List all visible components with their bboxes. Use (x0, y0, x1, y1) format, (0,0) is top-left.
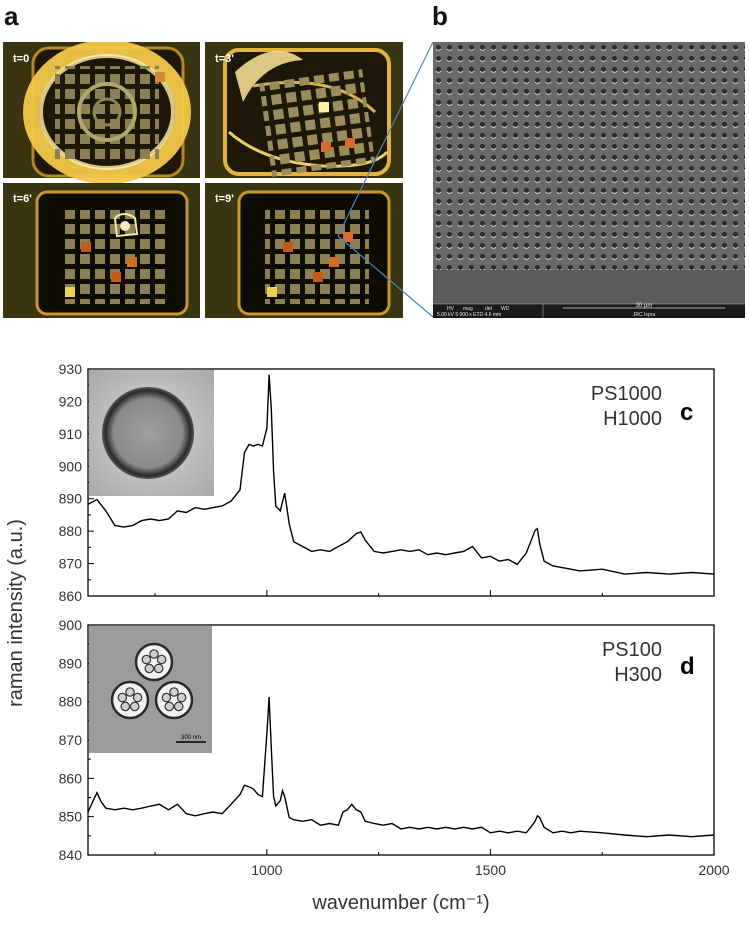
particle-lobe (161, 692, 172, 703)
panel-letter-c: c (680, 399, 693, 426)
particle-lobe (141, 654, 152, 665)
y-tick-label: 850 (59, 809, 83, 825)
sem-scale-bar-label: 30 µm (636, 303, 653, 309)
y-tick-label: 870 (59, 556, 83, 572)
particle-lobe (153, 663, 164, 674)
y-tick-label: 870 (59, 732, 83, 748)
y-tick-label: 920 (59, 393, 83, 409)
y-tick-label: 890 (59, 655, 83, 671)
particle (110, 680, 150, 720)
chart-d-x-axis: 1000 1500 2000 (154, 849, 730, 878)
chart-c-annotation-line1: PS1000 (591, 383, 662, 405)
y-tick-label: 900 (59, 617, 83, 633)
particle-lobe (125, 687, 135, 697)
chart-d-annotation-line1: PS100 (602, 639, 662, 661)
chart-d-inset-scale-label: 300 nm (181, 735, 201, 741)
y-tick-label: 900 (59, 458, 83, 474)
y-tick-label: 860 (59, 770, 83, 786)
zoom-connector-lines (337, 41, 434, 318)
sem-header-mag: mag (463, 306, 473, 312)
x-axis-label: wavenumber (cm⁻¹) (311, 892, 489, 914)
frame-label-t6: t=6' (13, 193, 32, 205)
frame-t0 (3, 42, 200, 184)
sem-header-wd: WD (501, 306, 510, 312)
chart-c-x-axis (154, 590, 715, 596)
chart-c-annotation-line2: H1000 (603, 408, 662, 430)
particle-lobe (149, 649, 159, 659)
particle-lobe (144, 663, 155, 674)
particle-lobe (164, 701, 175, 712)
sem-institution: JRC Ispra (633, 312, 655, 318)
sem-parameters: 5.00 kV 5 000 x ETD 4.6 mm (437, 312, 501, 318)
chart-d-inset-particle-image: 300 nm (89, 626, 212, 753)
x-tick-label: 2000 (698, 862, 729, 878)
panel-b-sem-image: HV mag det WD 5.00 kV 5 000 x ETD 4.6 mm… (433, 42, 745, 318)
y-tick-label: 860 (59, 588, 83, 604)
y-tick-label: 880 (59, 523, 83, 539)
sem-header-hv: HV (447, 306, 455, 312)
particle-lobe (169, 687, 179, 697)
x-tick-label: 1500 (475, 862, 506, 878)
chart-c-series-line (87, 374, 715, 575)
particle-lobe (176, 692, 187, 703)
frame-t3 (205, 42, 403, 178)
chart-c-inset-particle-image (89, 370, 214, 496)
x-tick-label: 1000 (251, 862, 282, 878)
panel-letter-a: a (4, 1, 19, 31)
panel-a-microscope-frames: t=0 t=3' t=6' t=9' (3, 42, 403, 318)
frame-label-t9: t=9' (215, 193, 234, 205)
panel-letter-d: d (680, 653, 695, 680)
particle-lobe (173, 701, 184, 712)
particle-lobe (117, 692, 128, 703)
particle (134, 642, 174, 682)
particle-lobe (156, 654, 167, 665)
y-tick-label: 840 (59, 847, 83, 863)
particle-lobe (129, 701, 140, 712)
frame-t9 (205, 183, 403, 318)
particle-lobe (120, 701, 131, 712)
particle-lobe (132, 692, 143, 703)
y-tick-label: 910 (59, 426, 83, 442)
sem-header-det: det (485, 306, 493, 312)
y-tick-label: 890 (59, 491, 83, 507)
frame-label-t3: t=3' (215, 53, 234, 65)
chart-d-annotation-line2: H300 (614, 664, 662, 686)
frame-t6 (3, 183, 200, 318)
panel-letter-b: b (432, 1, 448, 31)
y-axis-label: raman intensity (a.u.) (5, 519, 27, 707)
chart-c-y-axis: 860 870 880 890 900 910 920 930 (59, 361, 94, 604)
frame-label-t0: t=0 (13, 53, 29, 65)
y-tick-label: 930 (59, 361, 83, 377)
y-tick-label: 880 (59, 694, 83, 710)
particle (154, 680, 194, 720)
chart-d-y-axis: 840 850 860 870 880 890 900 (59, 617, 94, 863)
chart-d-series-line (87, 696, 715, 838)
